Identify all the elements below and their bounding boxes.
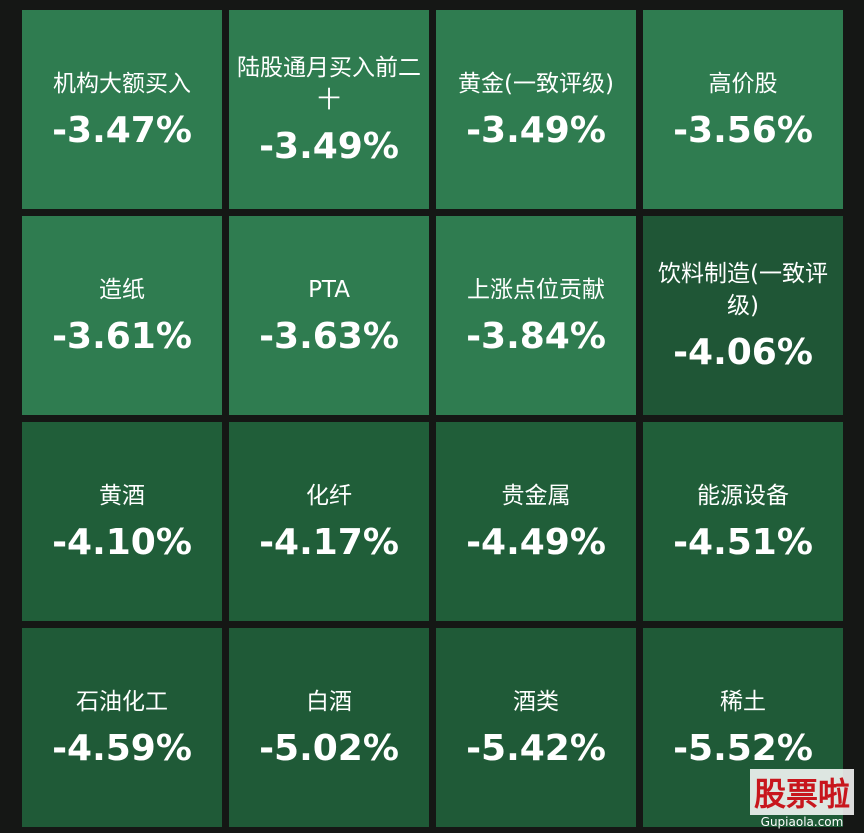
sector-change: -4.17%	[259, 522, 399, 563]
sector-change: -3.49%	[466, 110, 606, 151]
sector-name: 能源设备	[697, 483, 789, 509]
sector-name: 饮料制造(一致评级)	[658, 261, 828, 319]
sector-tile[interactable]: 化纤 -4.17%	[229, 422, 429, 621]
sector-change: -5.02%	[259, 728, 399, 769]
sector-change: -3.47%	[52, 110, 192, 151]
sector-tile[interactable]: 黄金(一致评级) -3.49%	[436, 10, 636, 209]
sector-name: 黄金(一致评级)	[458, 71, 614, 97]
sector-name: 化纤	[306, 483, 352, 509]
sector-tile[interactable]: 机构大额买入 -3.47%	[22, 10, 222, 209]
sector-change: -3.61%	[52, 316, 192, 357]
sector-name: 黄酒	[99, 483, 145, 509]
sector-name: 稀土	[720, 689, 766, 715]
sector-tile[interactable]: 贵金属 -4.49%	[436, 422, 636, 621]
sector-tile[interactable]: 造纸 -3.61%	[22, 216, 222, 415]
sector-tile[interactable]: 白酒 -5.02%	[229, 628, 429, 827]
sector-change: -5.52%	[673, 728, 813, 769]
sector-tile[interactable]: 稀土 -5.52%	[643, 628, 843, 827]
sector-name: 酒类	[513, 689, 559, 715]
sector-tile[interactable]: 饮料制造(一致评级) -4.06%	[643, 216, 843, 415]
sector-change: -4.51%	[673, 522, 813, 563]
sector-name: 上涨点位贡献	[467, 277, 605, 303]
sector-tile[interactable]: 能源设备 -4.51%	[643, 422, 843, 621]
sector-tile[interactable]: 上涨点位贡献 -3.84%	[436, 216, 636, 415]
sector-name: 陆股通月买入前二十	[237, 55, 421, 113]
watermark-logo: 股票啦	[749, 769, 854, 815]
sector-tile[interactable]: 高价股 -3.56%	[643, 10, 843, 209]
sector-tile[interactable]: 黄酒 -4.10%	[22, 422, 222, 621]
sector-change: -5.42%	[466, 728, 606, 769]
sector-name: 石油化工	[76, 689, 168, 715]
sector-tile[interactable]: 陆股通月买入前二十 -3.49%	[229, 10, 429, 209]
sector-tile[interactable]: 酒类 -5.42%	[436, 628, 636, 827]
sector-name: 机构大额买入	[53, 71, 191, 97]
sector-change: -3.56%	[673, 110, 813, 151]
sector-change: -3.84%	[466, 316, 606, 357]
sector-change: -4.49%	[466, 522, 606, 563]
heatmap-grid: 机构大额买入 -3.47% 陆股通月买入前二十 -3.49% 黄金(一致评级) -3.49…	[22, 10, 843, 827]
sector-tile[interactable]: 石油化工 -4.59%	[22, 628, 222, 827]
sector-name: 高价股	[708, 71, 778, 97]
sector-change: -3.49%	[259, 126, 399, 167]
sector-change: -3.63%	[259, 316, 399, 357]
sector-name: 白酒	[306, 689, 352, 715]
sector-name: PTA	[308, 277, 350, 303]
sector-tile[interactable]: PTA -3.63%	[229, 216, 429, 415]
sector-change: -4.06%	[673, 332, 813, 373]
sector-change: -4.10%	[52, 522, 192, 563]
watermark: 股票啦 Gupiaola.com	[749, 769, 854, 829]
watermark-url: Gupiaola.com	[760, 815, 844, 829]
sector-name: 贵金属	[501, 483, 571, 509]
sector-change: -4.59%	[52, 728, 192, 769]
sector-name: 造纸	[99, 277, 145, 303]
